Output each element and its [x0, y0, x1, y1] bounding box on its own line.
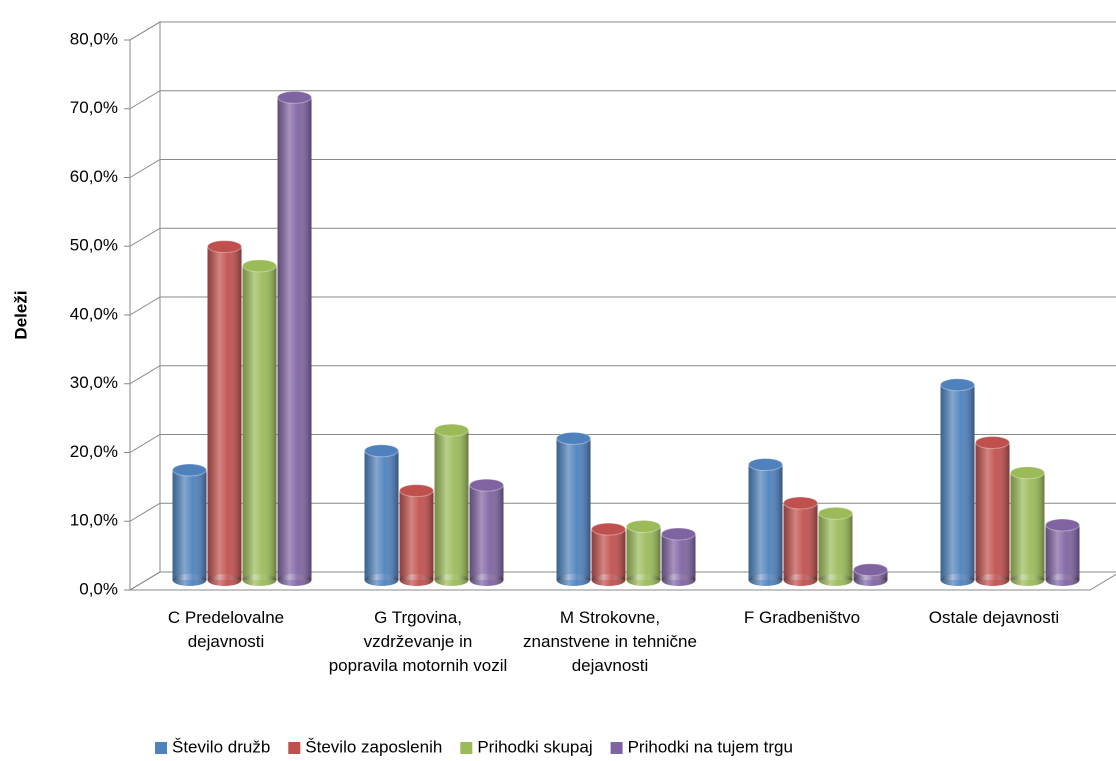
bar-shade [1045, 525, 1080, 580]
y-tick-label: 40,0% [70, 304, 118, 323]
bar-shade [207, 246, 242, 580]
bar [434, 423, 469, 586]
bar [364, 444, 399, 586]
bar [783, 496, 818, 586]
bar-top [661, 527, 696, 541]
bar-shade [364, 450, 399, 580]
y-tick-label: 30,0% [70, 373, 118, 392]
bar [172, 463, 207, 586]
grid-line [129, 365, 1116, 385]
bar [207, 240, 242, 586]
grid-line [129, 434, 1116, 453]
bar-top [277, 90, 312, 104]
grid-line [129, 227, 1116, 247]
x-tick-label: F Gradbeništvo [743, 608, 861, 627]
legend-swatch [288, 742, 301, 754]
legend-swatch [610, 742, 623, 754]
x-tick-label: Ostale dejavnosti [928, 608, 1060, 627]
x-tick-label: G Trgovina, vzdrževanje in popravila mot… [328, 608, 508, 675]
y-tick-label: 0,0% [79, 579, 118, 598]
bar [626, 519, 661, 586]
bar [975, 436, 1010, 586]
bar [277, 90, 312, 586]
bar [661, 527, 696, 586]
legend-label: Število družb [172, 737, 270, 756]
legend-label: Število zaposlenih [305, 737, 442, 756]
bar-top [591, 522, 626, 536]
bar-shade [783, 503, 818, 580]
bar [469, 478, 504, 586]
bar [1045, 518, 1080, 586]
bar-shade [277, 97, 312, 580]
y-tick-label: 60,0% [70, 167, 118, 186]
bar-shade [940, 384, 975, 580]
bar-top [242, 259, 277, 273]
bar [853, 563, 888, 586]
bar-top [399, 484, 434, 498]
bar-shade [818, 513, 853, 580]
bar-shade [661, 533, 696, 580]
bar-shade [1010, 472, 1045, 580]
bar-shade [172, 470, 207, 580]
legend-swatch [155, 742, 167, 754]
bar-shade [399, 490, 434, 580]
x-tick-label: C Predelovalne dejavnosti [167, 608, 285, 651]
bar [1010, 466, 1045, 586]
bar [818, 506, 853, 586]
x-tick-label: M Strokovne, znanstvene in tehnične deja… [523, 608, 697, 675]
bar-shade [469, 485, 504, 580]
grid-line [129, 296, 1116, 316]
bar-top [364, 444, 399, 458]
bar-top [853, 563, 888, 577]
y-tick-label: 50,0% [70, 236, 118, 255]
bar-top [783, 496, 818, 510]
bar-top [434, 423, 469, 437]
bar-top [469, 478, 504, 492]
legend-swatch [460, 742, 473, 754]
bar [556, 431, 591, 586]
bar-shade [748, 464, 783, 580]
bar-top [748, 458, 783, 471]
y-tick-label: 70,0% [70, 98, 118, 117]
y-tick-label: 80,0% [70, 29, 118, 48]
bar-top [1010, 466, 1045, 480]
bar-shade [591, 529, 626, 580]
bar-shade [434, 430, 469, 580]
bar-top [818, 506, 853, 520]
bar [940, 378, 975, 586]
bar [399, 484, 434, 586]
bar-top [172, 463, 207, 477]
y-tick-label: 10,0% [70, 511, 118, 530]
bar [591, 522, 626, 586]
bar-shade [242, 265, 277, 580]
bar-top [940, 378, 975, 392]
bar [242, 259, 277, 586]
grid-line [129, 90, 1116, 110]
bar-shade [556, 438, 591, 580]
legend-label: Prihodki na tujem trgu [628, 737, 793, 756]
y-tick-label: 20,0% [70, 442, 118, 461]
bar-top [556, 431, 591, 445]
grid-line [129, 159, 1116, 178]
bar-top [1045, 518, 1080, 532]
bar-shade [626, 526, 661, 580]
bar-top [975, 436, 1010, 449]
grid-line [129, 21, 1116, 41]
legend-label: Prihodki skupaj [477, 737, 592, 756]
bar [748, 458, 783, 586]
bar-top [207, 240, 242, 254]
bar-top [626, 519, 661, 533]
bar-shade [975, 442, 1010, 580]
y-axis-title: Deleži [11, 290, 30, 339]
